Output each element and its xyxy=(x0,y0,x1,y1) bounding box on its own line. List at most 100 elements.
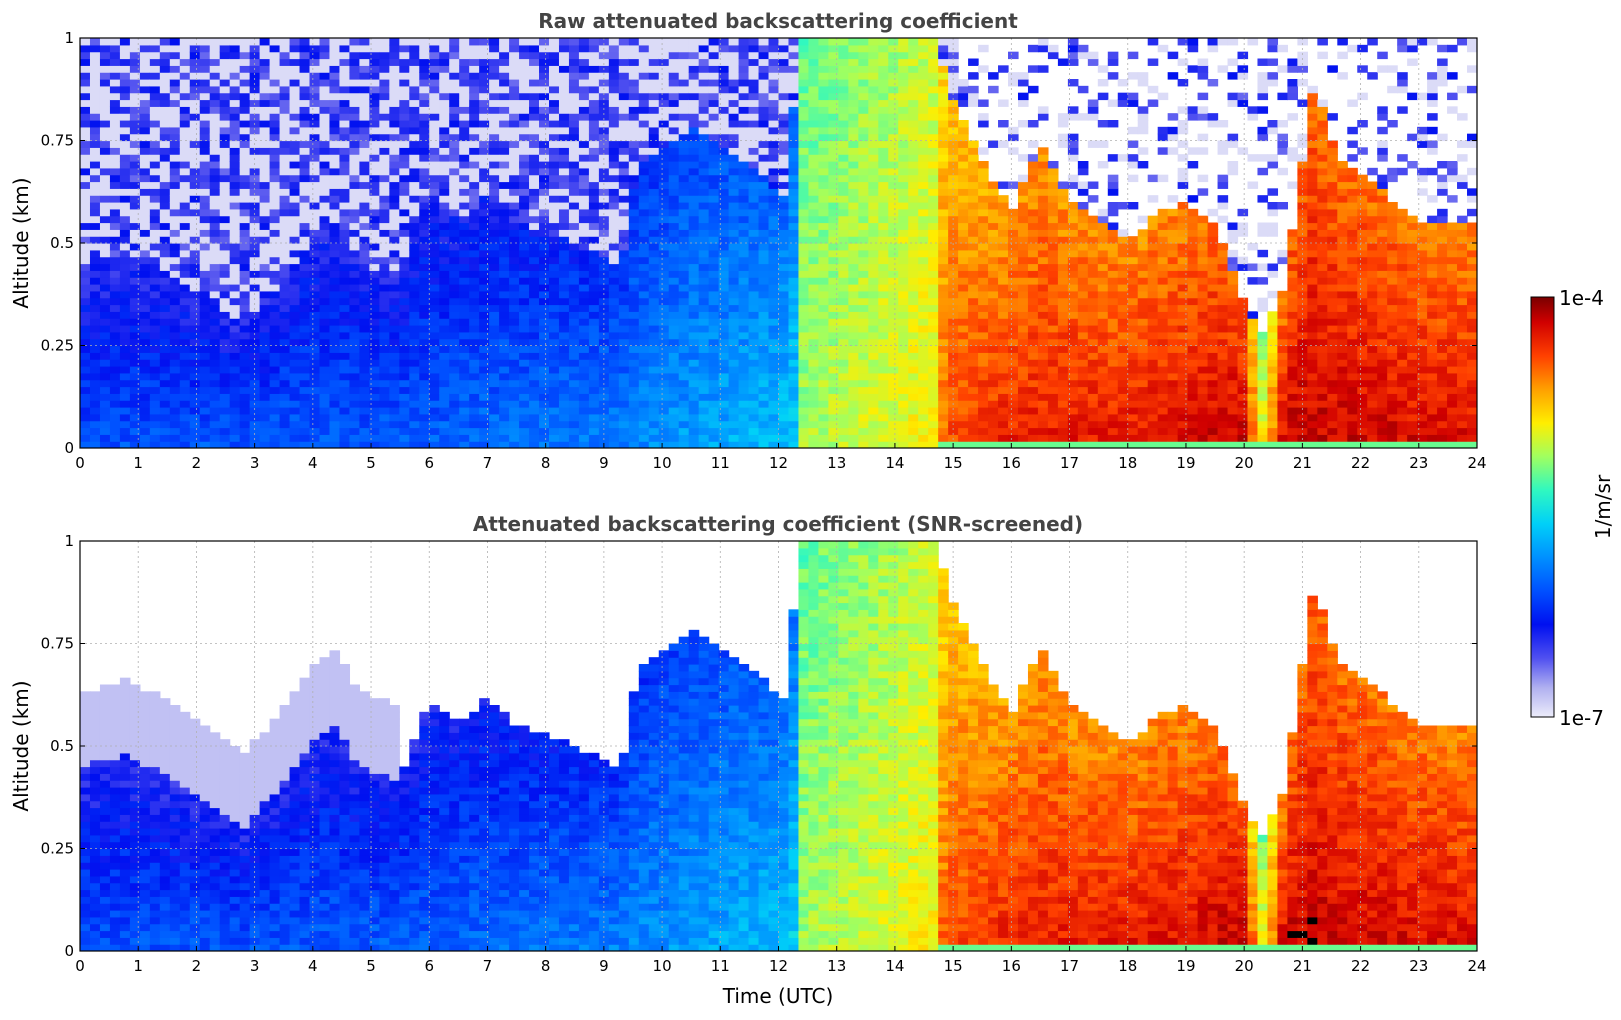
heatmap-cell xyxy=(429,229,440,237)
heatmap-cell xyxy=(159,120,171,128)
heatmap-cell xyxy=(588,379,600,388)
heatmap-cell xyxy=(718,72,730,80)
heatmap-cell xyxy=(728,106,740,114)
heatmap-cell xyxy=(129,236,141,244)
heatmap-cell xyxy=(588,270,600,278)
heatmap-cell xyxy=(698,249,710,258)
heatmap-cell xyxy=(578,147,590,155)
heatmap-cell xyxy=(169,202,181,210)
heatmap-cell xyxy=(708,290,720,299)
heatmap-cell xyxy=(89,331,101,340)
heatmap-cell xyxy=(868,236,879,244)
heatmap-cell xyxy=(449,379,460,388)
heatmap-cell xyxy=(289,331,301,340)
heatmap-cell xyxy=(239,393,251,401)
heatmap-cell xyxy=(658,256,670,265)
heatmap-cell xyxy=(648,338,660,347)
heatmap-cell xyxy=(838,352,849,360)
heatmap-cell xyxy=(199,106,211,114)
heatmap-cell xyxy=(359,441,370,448)
heatmap-cell xyxy=(608,51,620,60)
heatmap-cell xyxy=(159,331,171,340)
heatmap-cell xyxy=(369,407,380,415)
heatmap-cell xyxy=(369,38,380,46)
heatmap-cell xyxy=(419,393,430,401)
heatmap-cell xyxy=(229,229,241,237)
heatmap-cell xyxy=(499,297,510,306)
heatmap-cell xyxy=(469,113,480,121)
heatmap-cell xyxy=(598,277,610,285)
heatmap-cell xyxy=(229,126,241,135)
heatmap-cell xyxy=(698,304,710,312)
heatmap-cell xyxy=(558,420,570,429)
heatmap-cell xyxy=(349,345,360,353)
heatmap-cell xyxy=(429,147,440,155)
heatmap-cell xyxy=(159,263,171,271)
heatmap-cell xyxy=(449,79,460,87)
heatmap-cell xyxy=(429,167,440,176)
heatmap-cell xyxy=(269,85,281,94)
heatmap-cell xyxy=(109,174,121,183)
heatmap-cell xyxy=(718,236,730,244)
heatmap-cell xyxy=(269,256,281,265)
heatmap-cell xyxy=(80,297,91,306)
heatmap-cell xyxy=(668,304,680,312)
heatmap-cell xyxy=(868,120,879,128)
heatmap-cell xyxy=(159,44,171,53)
heatmap-cell xyxy=(339,174,351,183)
heatmap-cell xyxy=(688,277,700,285)
heatmap-cell xyxy=(269,51,281,60)
heatmap-cell xyxy=(379,92,390,101)
heatmap-cell xyxy=(169,345,181,353)
heatmap-cell xyxy=(89,345,101,353)
heatmap-cell xyxy=(89,325,101,333)
heatmap-cell xyxy=(868,427,879,435)
heatmap-cell xyxy=(509,133,520,142)
heatmap-cell xyxy=(608,44,620,53)
heatmap-cell xyxy=(99,222,111,230)
heatmap-cell xyxy=(558,352,570,360)
heatmap-cell xyxy=(89,297,101,306)
heatmap-cell xyxy=(479,99,490,107)
heatmap-cell xyxy=(429,379,440,388)
heatmap-cell xyxy=(379,270,390,278)
heatmap-cell xyxy=(299,229,311,237)
heatmap-cell xyxy=(668,331,680,340)
heatmap-cell xyxy=(499,72,510,80)
heatmap-cell xyxy=(838,236,849,244)
heatmap-cell xyxy=(339,325,351,333)
heatmap-cell xyxy=(479,338,490,347)
heatmap-cell xyxy=(119,147,131,155)
heatmap-cell xyxy=(798,311,810,319)
heatmap-cell xyxy=(808,407,820,415)
heatmap-cell xyxy=(738,263,750,271)
heatmap-cell xyxy=(748,188,760,196)
heatmap-cell xyxy=(339,161,351,169)
heatmap-cell xyxy=(459,277,470,285)
heatmap-cell xyxy=(389,263,400,271)
heatmap-cell xyxy=(439,427,450,435)
heatmap-cell xyxy=(179,72,191,80)
heatmap-cell xyxy=(748,297,760,306)
heatmap-cell xyxy=(279,249,291,258)
heatmap-cell xyxy=(628,420,640,429)
heatmap-cell xyxy=(299,386,311,394)
heatmap-cell xyxy=(229,297,241,306)
heatmap-cell xyxy=(578,120,590,128)
heatmap-cell xyxy=(419,441,430,448)
heatmap-cell xyxy=(519,65,530,73)
heatmap-cell xyxy=(229,181,241,189)
heatmap-cell xyxy=(888,167,899,176)
heatmap-cell xyxy=(399,92,410,101)
heatmap-cell xyxy=(399,434,410,442)
heatmap-cell xyxy=(738,318,750,326)
heatmap-cell xyxy=(479,38,490,46)
heatmap-cell xyxy=(658,126,670,135)
heatmap-cell xyxy=(678,58,690,66)
heatmap-cell xyxy=(189,174,201,183)
heatmap-cell xyxy=(359,318,370,326)
heatmap-cell xyxy=(529,147,540,155)
heatmap-cell xyxy=(878,44,889,53)
heatmap-cell xyxy=(369,372,380,381)
heatmap-cell xyxy=(119,85,131,94)
